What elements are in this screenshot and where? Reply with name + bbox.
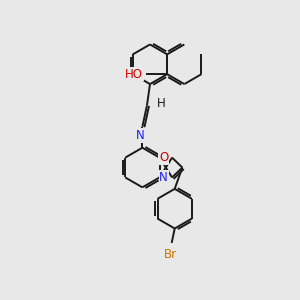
- Text: H: H: [157, 97, 166, 110]
- Text: N: N: [136, 129, 145, 142]
- Text: Br: Br: [164, 248, 178, 261]
- Text: HO: HO: [125, 68, 143, 81]
- Text: N: N: [159, 171, 168, 184]
- Text: O: O: [159, 151, 168, 164]
